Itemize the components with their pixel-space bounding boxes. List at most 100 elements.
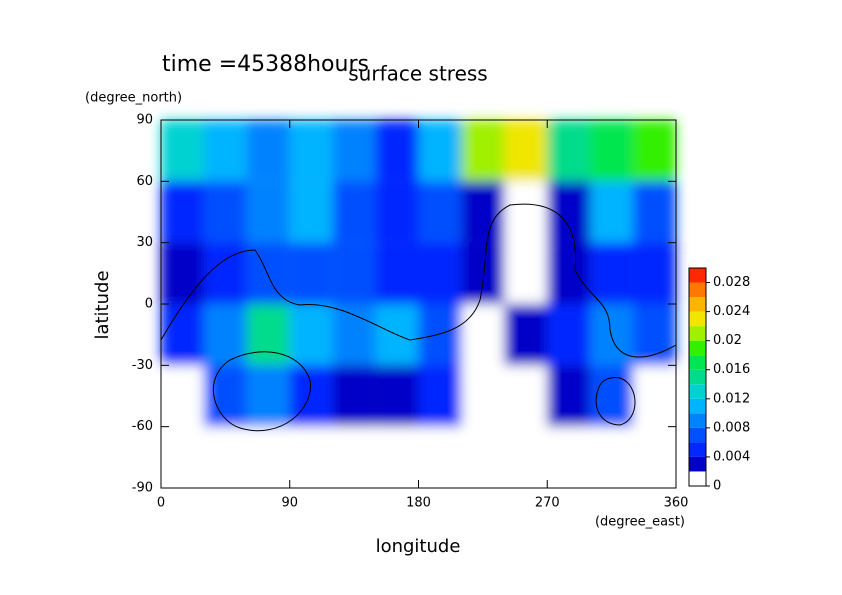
colorbar-band: [689, 384, 706, 399]
cell: [246, 120, 290, 182]
colorbar-band: [689, 427, 706, 443]
cell: [547, 181, 591, 243]
chart-subtitle: time =45388hours: [162, 52, 369, 77]
cell: [633, 181, 676, 243]
cell: [418, 242, 462, 304]
colorbar-band: [689, 456, 706, 472]
colorbar-label: 0.028: [713, 275, 750, 290]
y-tick-label: -90: [132, 481, 153, 496]
colorbar-band: [689, 442, 706, 457]
x-tick-label: 0: [157, 496, 165, 511]
y-tick-label: 90: [136, 113, 153, 128]
y-tick-label: 0: [145, 297, 153, 312]
cell: [246, 365, 290, 427]
cell: [461, 304, 505, 366]
cell: [332, 426, 376, 488]
cell: [461, 426, 505, 488]
cell: [547, 242, 591, 304]
cell: [590, 426, 634, 488]
cell: [504, 426, 548, 488]
cell: [590, 304, 634, 366]
cell: [461, 120, 505, 182]
cell: [246, 181, 290, 243]
cell: [332, 365, 376, 427]
colorbar-band: [689, 398, 706, 414]
plot-frame: [160, 119, 677, 489]
cell: [547, 365, 591, 427]
colorbar-label: 0.004: [713, 449, 750, 464]
colorbar-band: [689, 413, 706, 428]
field: [161, 120, 676, 488]
cell: [504, 304, 548, 366]
cell: [375, 181, 419, 243]
colorbar-band: [689, 297, 706, 312]
colorbar-band: [689, 355, 706, 370]
cell: [332, 181, 376, 243]
colorbar-label: 0.012: [713, 391, 750, 406]
colorbar-band: [689, 282, 706, 298]
cell: [332, 120, 376, 182]
cell: [203, 426, 247, 488]
cell: [161, 304, 204, 366]
x-axis-label: longitude: [376, 536, 461, 557]
cell: [203, 365, 247, 427]
y-axis-label: latitude: [92, 270, 113, 339]
colorbar-band: [689, 326, 706, 341]
colorbar-band: [689, 340, 706, 356]
colorbar-frame: [688, 267, 707, 487]
x-tick-label: 180: [406, 496, 431, 511]
cell: [203, 181, 247, 243]
cell: [161, 426, 204, 488]
cell: [504, 181, 548, 243]
cell: [590, 242, 634, 304]
cell: [375, 426, 419, 488]
cell: [289, 365, 333, 427]
y-tick-label: -60: [132, 419, 153, 434]
cell: [590, 365, 634, 427]
cell: [633, 242, 676, 304]
x-tick-label: 90: [281, 496, 298, 511]
cell: [246, 304, 290, 366]
y-tick-label: 60: [136, 174, 153, 189]
cell: [633, 365, 676, 427]
cell: [289, 181, 333, 243]
cell: [590, 181, 634, 243]
colorbar-label: 0.008: [713, 420, 750, 435]
cell: [375, 120, 419, 182]
cell: [375, 242, 419, 304]
cell: [418, 304, 462, 366]
colorbar-band: [689, 311, 706, 327]
cell: [504, 120, 548, 182]
cell: [161, 181, 204, 243]
cell: [332, 304, 376, 366]
x-tick-label: 360: [664, 496, 689, 511]
colorbar-label: 0: [713, 479, 721, 494]
cell: [289, 426, 333, 488]
colorbar-band: [689, 471, 706, 486]
cell: [289, 242, 333, 304]
cell: [332, 242, 376, 304]
cell: [547, 120, 591, 182]
y-tick-label: 30: [136, 235, 153, 250]
colorbar-label: 0.02: [713, 333, 742, 348]
cell: [547, 304, 591, 366]
chart-title: surface stress: [348, 62, 487, 86]
cell: [161, 120, 204, 182]
cell: [418, 365, 462, 427]
cell: [504, 242, 548, 304]
y-tick-label: -30: [132, 358, 153, 373]
cell: [289, 120, 333, 182]
cell: [418, 426, 462, 488]
cell: [547, 426, 591, 488]
cell: [418, 181, 462, 243]
cell: [161, 242, 204, 304]
cell: [461, 242, 505, 304]
colorbar-band: [689, 268, 706, 283]
cell: [633, 426, 676, 488]
cell: [461, 181, 505, 243]
coastlines: [161, 203, 676, 432]
cell: [633, 304, 676, 366]
cell: [504, 365, 548, 427]
cell: [161, 365, 204, 427]
